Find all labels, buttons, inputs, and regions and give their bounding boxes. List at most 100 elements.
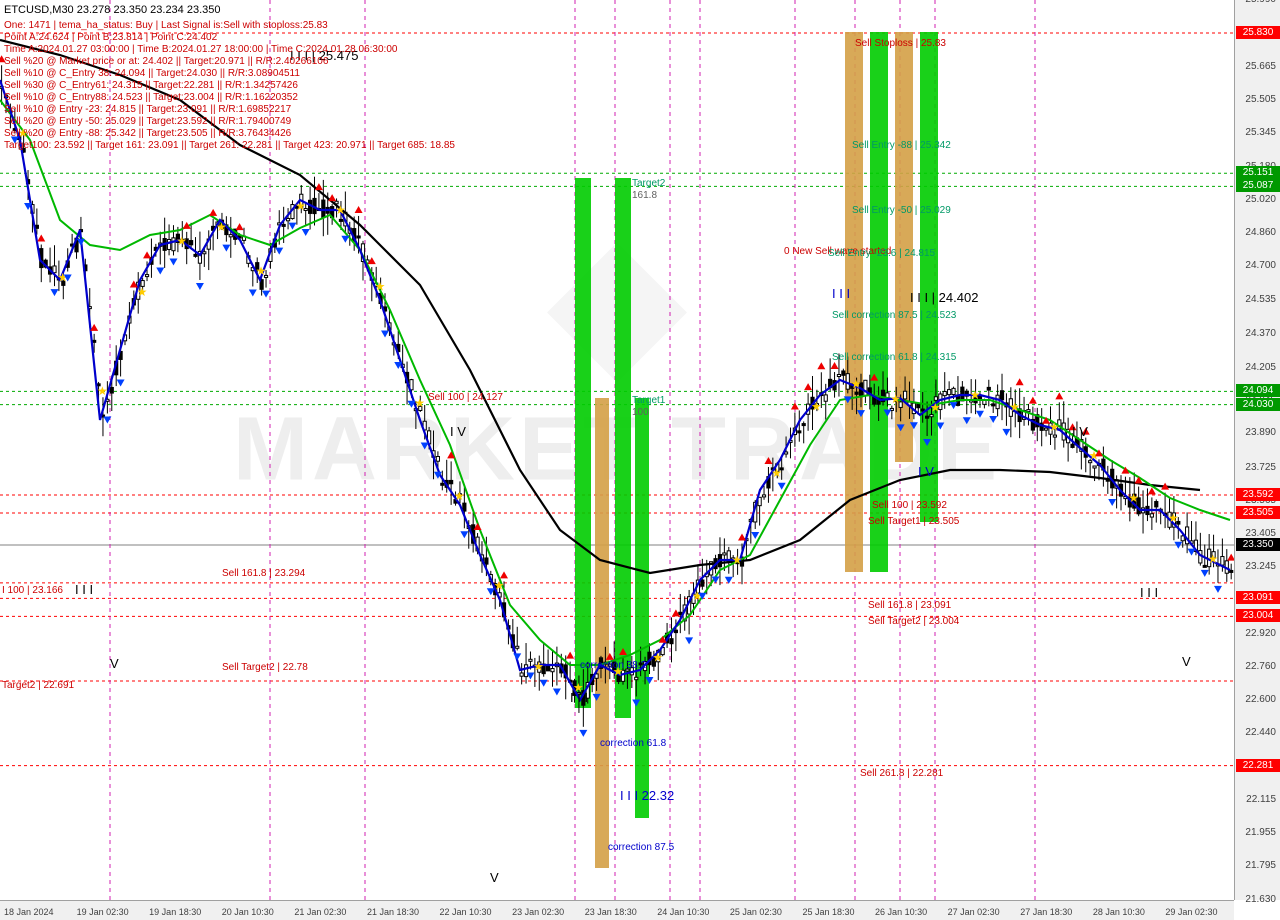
y-tick: 25.345 <box>1245 127 1276 138</box>
y-axis: 25.99025.83025.66525.50525.34525.18025.0… <box>1234 0 1280 900</box>
chart-label: I 100 | 23.166 <box>2 585 63 596</box>
svg-text:★: ★ <box>732 553 743 567</box>
svg-text:★: ★ <box>295 199 306 213</box>
info-line: Sell %20 @ Entry -88: 25.342 || Target:2… <box>4 128 291 139</box>
y-tick: 21.795 <box>1245 860 1276 871</box>
x-tick: 29 Jan 02:30 <box>1165 907 1217 917</box>
x-tick: 24 Jan 10:30 <box>657 907 709 917</box>
chart-label: 161.8 <box>632 190 657 201</box>
watermark-logo <box>517 213 717 418</box>
y-tick: 23.245 <box>1245 561 1276 572</box>
y-tick: 23.890 <box>1245 427 1276 438</box>
y-price-marker: 23.350 <box>1236 538 1280 551</box>
y-tick: 23.725 <box>1245 462 1276 473</box>
chart-label: I I I <box>570 690 588 705</box>
x-tick: 21 Jan 02:30 <box>294 907 346 917</box>
y-tick: 24.860 <box>1245 227 1276 238</box>
y-tick: 21.955 <box>1245 827 1276 838</box>
y-tick: 24.700 <box>1245 260 1276 271</box>
info-line: Sell %20 @ Market price or at: 24.402 ||… <box>4 56 328 67</box>
y-tick: 25.665 <box>1245 61 1276 72</box>
chart-label: I I I <box>75 582 93 597</box>
chart-label: correction 61.8 <box>600 738 666 749</box>
svg-text:★: ★ <box>1208 552 1219 566</box>
chart-label: 100 <box>632 407 649 418</box>
chart-label: I I I 22.32 <box>620 788 674 803</box>
chart-label: I I I <box>1140 585 1158 600</box>
x-tick: 27 Jan 02:30 <box>948 907 1000 917</box>
chart-label: Sell Stoploss | 25.83 <box>855 38 946 49</box>
svg-text:★: ★ <box>1049 420 1060 434</box>
x-tick: 19 Jan 02:30 <box>77 907 129 917</box>
chart-label: V <box>490 870 499 885</box>
chart-label: Sell Entry -88 | 25.342 <box>852 140 951 151</box>
chart-area[interactable]: MARKET TRADE ★★★★★★★★★★★★★★★★★★★★★★★★★★★… <box>0 0 1234 900</box>
x-tick: 20 Jan 10:30 <box>222 907 274 917</box>
x-tick: 18 Jan 2024 <box>4 907 54 917</box>
y-tick: 22.440 <box>1245 727 1276 738</box>
info-line: Sell %10 @ C_Entry88: 24.523 || Target:2… <box>4 92 298 103</box>
svg-text:★: ★ <box>375 280 386 294</box>
y-price-marker: 23.004 <box>1236 609 1280 622</box>
y-price-marker: 25.151 <box>1236 166 1280 179</box>
x-tick: 26 Jan 10:30 <box>875 907 927 917</box>
svg-text:★: ★ <box>1009 400 1020 414</box>
x-tick: 27 Jan 18:30 <box>1020 907 1072 917</box>
x-tick: 25 Jan 02:30 <box>730 907 782 917</box>
chart-label: correction 38.2 <box>580 660 646 671</box>
chart-label: Sell Target1 | 23.505 <box>868 516 959 527</box>
y-tick: 24.205 <box>1245 362 1276 373</box>
y-tick: 21.630 <box>1245 894 1276 905</box>
x-tick: 23 Jan 02:30 <box>512 907 564 917</box>
svg-text:★: ★ <box>176 234 187 248</box>
chart-label: Sell Entry -23.6 | 24.815 <box>828 248 935 259</box>
svg-text:★: ★ <box>494 579 505 593</box>
x-tick: 19 Jan 18:30 <box>149 907 201 917</box>
chart-label: I I I <box>832 286 850 301</box>
svg-text:★: ★ <box>216 220 227 234</box>
chart-label: Sell Target2 | 23.004 <box>868 616 959 627</box>
chart-label: I V <box>918 464 934 479</box>
y-price-marker: 23.592 <box>1236 488 1280 501</box>
watermark-text: MARKET TRADE <box>233 399 1001 502</box>
svg-text:★: ★ <box>335 203 346 217</box>
chart-label: Sell 161.8 | 23.091 <box>868 600 951 611</box>
y-price-marker: 25.830 <box>1236 26 1280 39</box>
x-tick: 22 Jan 10:30 <box>440 907 492 917</box>
y-tick: 25.020 <box>1245 194 1276 205</box>
y-tick: 25.990 <box>1245 0 1276 5</box>
chart-label: Target1 <box>632 395 665 406</box>
chart-label: Sell 100 | 24.127 <box>428 392 503 403</box>
info-line: Time A:2024.01.27 03:00:00 | Time B:2024… <box>4 44 397 55</box>
x-axis: 18 Jan 2024 19 Jan 02:30 19 Jan 18:30 20 Ja… <box>0 900 1234 920</box>
chart-label: I V <box>450 424 466 439</box>
svg-text:★: ★ <box>1168 511 1179 525</box>
chart-label: Sell 161.8 | 23.294 <box>222 568 305 579</box>
svg-text:★: ★ <box>1089 448 1100 462</box>
info-line: Sell %20 @ Entry -50: 25.029 || Target:2… <box>4 116 291 127</box>
info-line: Point A:24.624 | Point B:23.814 | Point … <box>4 32 217 43</box>
chart-label: Sell Entry -50 | 25.029 <box>852 205 951 216</box>
y-tick: 22.760 <box>1245 661 1276 672</box>
svg-text:★: ★ <box>692 589 703 603</box>
y-tick: 22.920 <box>1245 628 1276 639</box>
y-tick: 24.370 <box>1245 328 1276 339</box>
svg-text:★: ★ <box>533 660 544 674</box>
info-line: One: 1471 | tema_ha_status: Buy | Last S… <box>4 20 328 31</box>
info-line: Sell %10 @ Entry -23: 24.815 || Target:2… <box>4 104 291 115</box>
y-price-marker: 24.094 <box>1236 384 1280 397</box>
y-price-marker: 25.087 <box>1236 179 1280 192</box>
y-price-marker: 23.091 <box>1236 591 1280 604</box>
chart-label: Sell Target2 | 22.78 <box>222 662 308 673</box>
chart-label: Sell 100 | 23.592 <box>872 500 947 511</box>
y-tick: 23.405 <box>1245 528 1276 539</box>
x-tick: 23 Jan 18:30 <box>585 907 637 917</box>
chart-label: Sell correction 61.8 | 24.315 <box>832 352 956 363</box>
symbol-label: ETCUSD,M30 23.278 23.350 23.234 23.350 <box>4 4 221 16</box>
svg-text:★: ★ <box>137 285 148 299</box>
y-tick: 24.535 <box>1245 294 1276 305</box>
svg-text:★: ★ <box>851 377 862 391</box>
y-tick: 22.600 <box>1245 694 1276 705</box>
y-tick: 25.505 <box>1245 94 1276 105</box>
chart-label: Sell correction 87.5 | 24.523 <box>832 310 956 321</box>
